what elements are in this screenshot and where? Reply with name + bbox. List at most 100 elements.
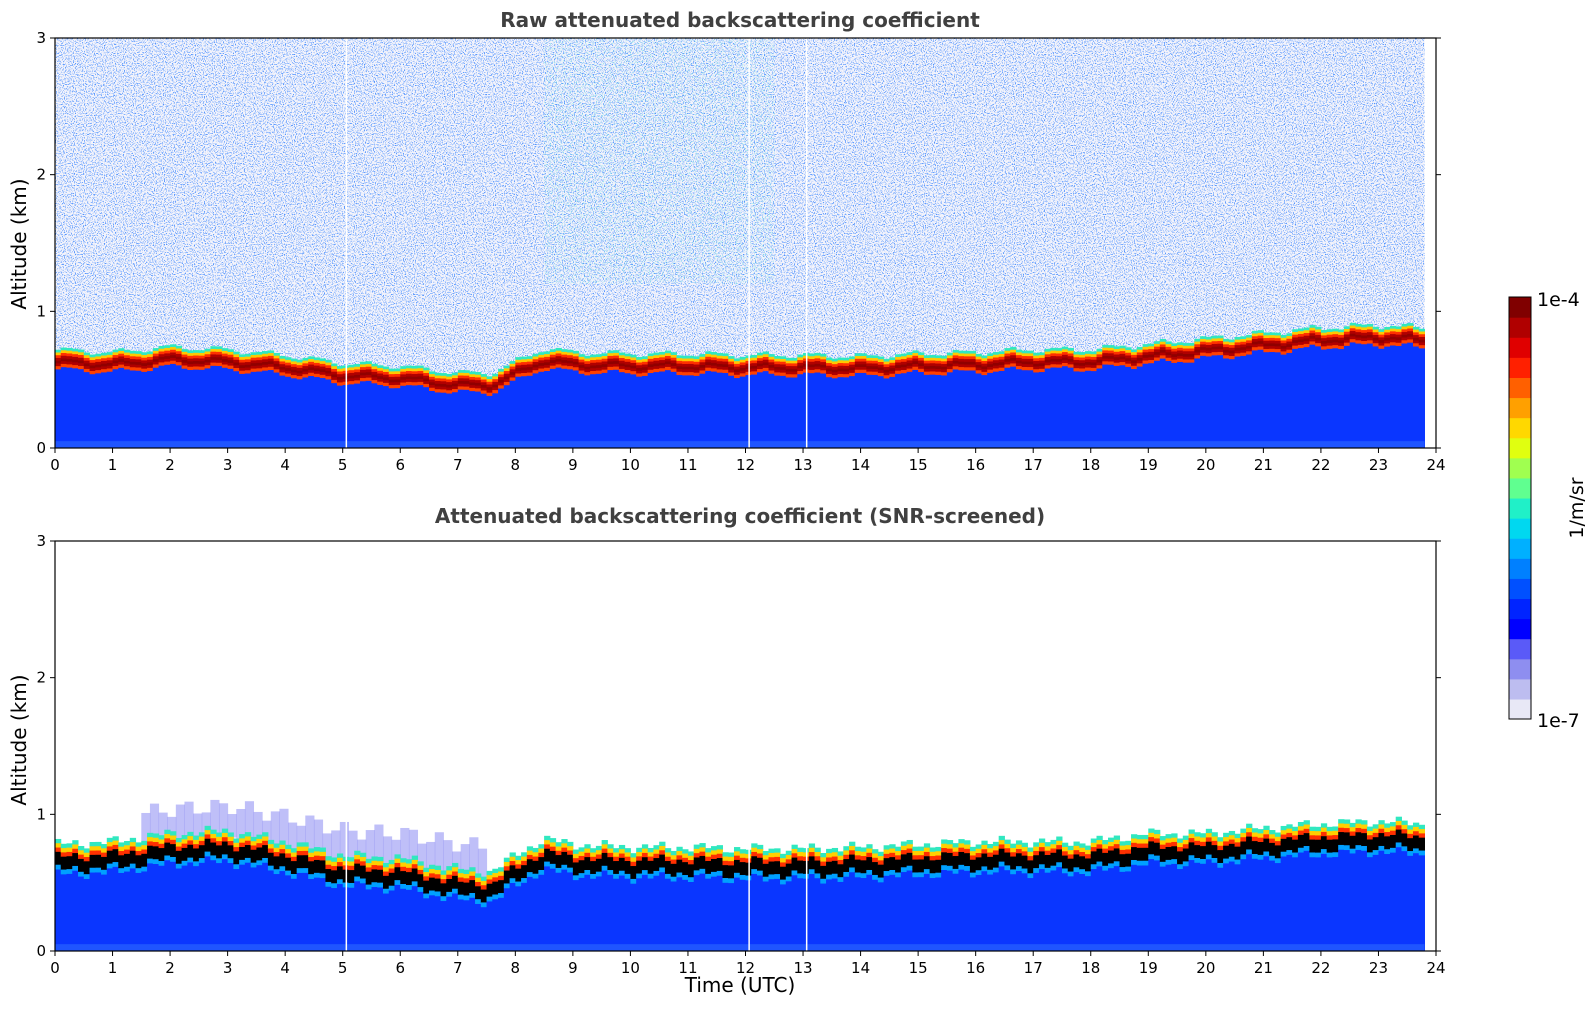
x-tick-label: 9 <box>568 456 578 474</box>
cloud-layer-band <box>1004 359 1011 363</box>
cloud-layer-band <box>1217 858 1224 864</box>
cloud-layer-band <box>480 876 488 882</box>
cloud-layer-band <box>780 858 787 863</box>
cloud-layer-band <box>1326 340 1333 344</box>
cloud-layer-band <box>187 366 194 371</box>
cloud-layer-band <box>722 865 729 870</box>
cloud-layer-band <box>716 870 723 876</box>
cloud-layer-band <box>89 370 96 375</box>
boundary-layer-fill <box>653 371 660 448</box>
boundary-layer-fill <box>319 377 326 448</box>
cloud-layer-band <box>1182 857 1190 862</box>
cloud-layer-band <box>147 832 154 838</box>
cloud-layer-band <box>446 874 453 880</box>
cloud-layer-band <box>406 867 413 873</box>
cloud-layer-band <box>1050 350 1057 354</box>
cloud-layer-band <box>900 845 908 851</box>
cloud-layer-band <box>785 357 793 362</box>
cloud-layer-band <box>256 838 263 844</box>
cloud-layer-band <box>60 353 68 357</box>
boundary-layer-fill <box>952 369 959 448</box>
cloud-layer-band <box>1228 830 1236 836</box>
cloud-layer-band <box>1269 346 1276 350</box>
cloud-layer-band <box>83 852 91 858</box>
cloud-layer-band <box>492 373 499 377</box>
cloud-layer-band <box>561 843 568 849</box>
cloud-layer-band <box>1004 364 1011 368</box>
cloud-layer-band <box>446 878 453 884</box>
cloud-layer-band <box>1015 360 1023 364</box>
cloud-layer-band <box>1401 820 1408 826</box>
cloud-layer-band <box>969 364 977 368</box>
cloud-layer-band <box>1297 839 1305 844</box>
boundary-layer-fill <box>1297 852 1305 951</box>
cloud-layer-band <box>1038 360 1046 364</box>
cloud-layer-band <box>515 368 522 372</box>
cloud-layer-band <box>302 371 309 375</box>
cloud-layer-band <box>95 854 102 860</box>
cloud-layer-band <box>774 358 781 362</box>
cloud-layer-band <box>1389 339 1397 343</box>
cloud-layer-band <box>1067 361 1074 365</box>
boundary-layer-fill <box>1182 865 1190 951</box>
cloud-layer-band <box>630 857 637 863</box>
cloud-layer-band <box>1343 840 1351 846</box>
cloud-layer-band <box>958 860 965 866</box>
cloud-layer-band <box>480 374 488 378</box>
cloud-layer-band <box>279 355 286 360</box>
cloud-layer-band <box>941 865 948 870</box>
cloud-layer-band <box>1067 358 1074 363</box>
cloud-layer-band <box>1027 864 1034 870</box>
cloud-layer-band <box>923 847 931 853</box>
cloud-layer-band <box>1355 323 1362 328</box>
cloud-layer-band <box>509 861 516 866</box>
cloud-layer-band <box>124 349 131 354</box>
cloud-layer-band <box>613 350 620 354</box>
cloud-layer-band <box>526 850 534 856</box>
cloud-layer-band <box>354 872 361 878</box>
cloud-layer-band <box>1108 345 1115 349</box>
cloud-layer-band <box>129 837 137 843</box>
cloud-layer-band <box>66 860 73 866</box>
cloud-layer-band <box>1136 847 1144 853</box>
cloud-layer-band <box>204 362 211 366</box>
cloud-layer-band <box>1108 850 1115 856</box>
cloud-layer-band <box>1131 360 1138 364</box>
cloud-layer-band <box>590 354 597 358</box>
cloud-layer-band <box>728 367 735 371</box>
cloud-layer-band <box>371 877 378 883</box>
cloud-layer-band <box>716 353 723 357</box>
cloud-layer-band <box>1182 356 1190 360</box>
boundary-layer-fill <box>135 872 142 951</box>
x-tick-label: 15 <box>909 959 928 977</box>
cloud-layer-band <box>55 366 62 370</box>
cloud-layer-band <box>423 367 430 371</box>
cloud-layer-band <box>152 850 160 856</box>
cloud-layer-band <box>509 361 516 365</box>
cloud-layer-band <box>135 859 142 865</box>
cloud-layer-band <box>365 867 372 873</box>
cloud-layer-band <box>739 849 746 855</box>
cloud-layer-band <box>388 379 395 383</box>
cloud-layer-band <box>336 379 344 383</box>
cloud-layer-band <box>1263 842 1270 848</box>
cloud-layer-band <box>457 877 465 883</box>
boundary-layer-fill <box>279 375 286 448</box>
cloud-layer-band <box>923 864 931 870</box>
cloud-layer-band <box>1401 334 1408 339</box>
cloud-layer-band <box>1412 343 1420 347</box>
cloud-layer-band <box>1102 861 1109 867</box>
cloud-layer-band <box>768 865 775 871</box>
y-tick-label: 2 <box>36 669 46 687</box>
cloud-layer-band <box>1131 855 1138 861</box>
cloud-layer-band <box>538 357 545 361</box>
cloud-layer-band <box>757 355 764 359</box>
cloud-layer-band <box>849 867 856 873</box>
cloud-layer-band <box>463 882 470 888</box>
cloud-layer-band <box>348 381 355 385</box>
cloud-layer-band <box>618 866 626 872</box>
cloud-layer-band <box>814 851 821 857</box>
cloud-layer-band <box>866 852 873 858</box>
cloud-layer-band <box>1338 337 1345 341</box>
cloud-layer-band <box>250 363 257 367</box>
